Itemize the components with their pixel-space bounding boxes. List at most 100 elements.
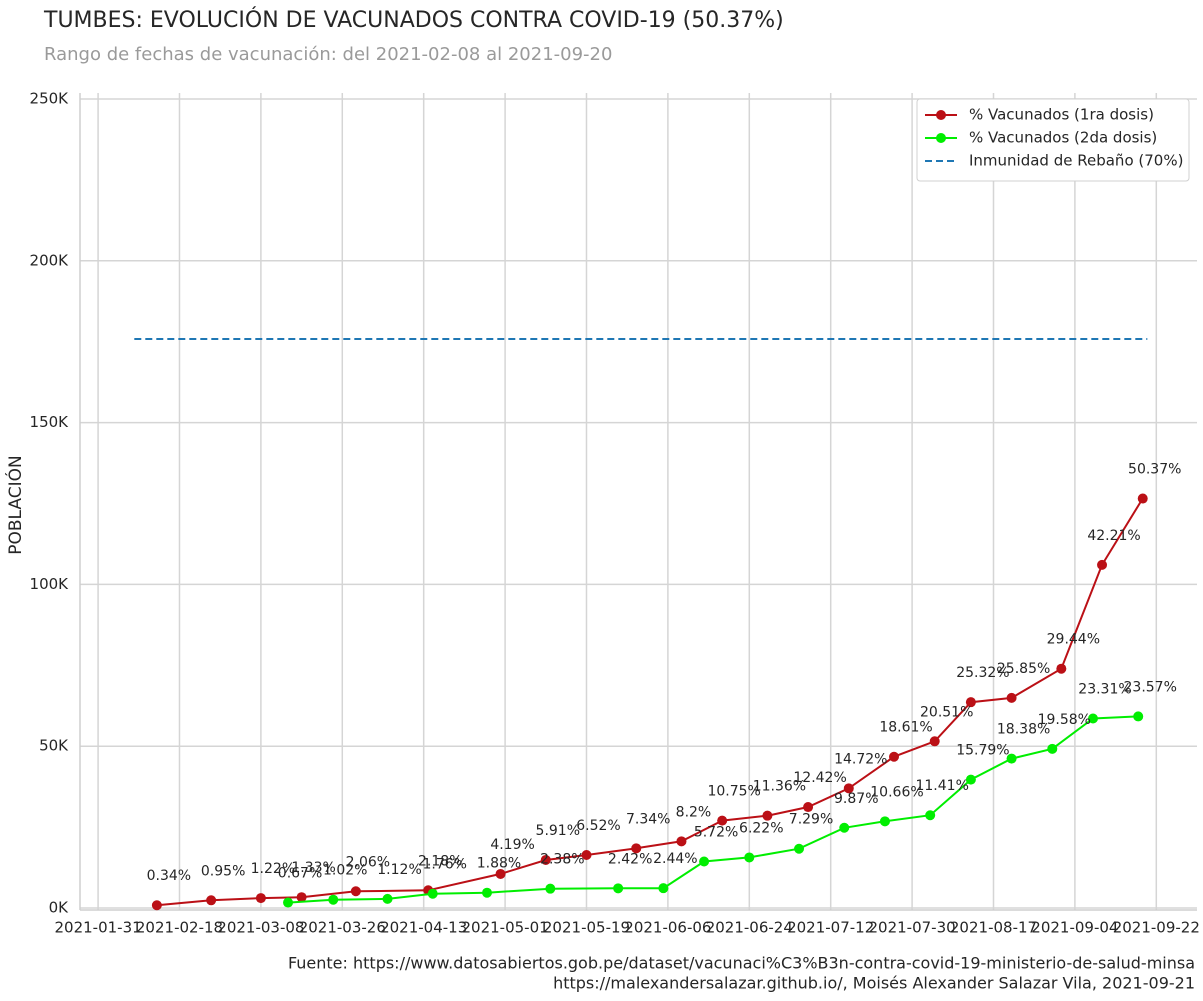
legend-box	[916, 98, 1190, 182]
data-label: 7.34%	[626, 811, 670, 827]
data-point	[1137, 493, 1148, 504]
data-label: 5.72%	[694, 825, 738, 841]
data-point	[803, 802, 814, 813]
data-point	[350, 886, 361, 897]
x-tick-label: 2021-03-08	[217, 919, 304, 937]
data-label: 1.02%	[323, 863, 367, 879]
data-point	[631, 843, 642, 854]
data-label: 1.88%	[477, 856, 521, 872]
data-label: 2.18%	[418, 853, 462, 869]
data-label: 18.61%	[879, 720, 932, 736]
legend-label: Inmunidad de Rebaño (70%)	[969, 152, 1183, 170]
data-label: 1.33%	[291, 860, 335, 876]
data-point	[699, 856, 710, 867]
y-tick-label: 50K	[39, 737, 69, 755]
data-label: 25.85%	[997, 661, 1050, 677]
data-point	[427, 888, 438, 899]
legend-label: % Vacunados (1ra dosis)	[969, 106, 1154, 124]
x-tick-label: 2021-07-12	[787, 919, 874, 937]
data-label: 19.58%	[1038, 712, 1091, 728]
data-label: 2.44%	[653, 851, 697, 867]
data-label: 23.57%	[1124, 679, 1177, 695]
data-label: 8.2%	[676, 804, 712, 820]
x-tick-label: 2021-03-26	[299, 919, 386, 937]
data-label: 18.38%	[997, 722, 1050, 738]
x-tick-label: 2021-09-04	[1031, 919, 1118, 937]
data-label: 9.87%	[834, 791, 878, 807]
chart-subtitle: Rango de fechas de vacunación: del 2021-…	[44, 44, 612, 65]
y-tick-label: 0K	[49, 899, 70, 917]
data-point	[495, 868, 506, 879]
legend-marker	[936, 110, 946, 120]
x-tick-label: 2021-01-31	[54, 919, 141, 937]
data-point	[839, 822, 850, 833]
y-tick-label: 250K	[30, 90, 70, 108]
y-axis-label: POBLACIÓN	[4, 455, 26, 554]
data-point	[613, 883, 624, 894]
data-point	[540, 854, 551, 865]
data-label: 2.38%	[540, 852, 584, 868]
series-line	[156, 497, 1144, 907]
data-point	[744, 852, 755, 863]
data-point	[1006, 753, 1017, 764]
data-label: 42.21%	[1087, 528, 1140, 544]
data-point	[296, 892, 307, 903]
data-point	[889, 751, 900, 762]
data-label: 25.32%	[956, 665, 1009, 681]
data-label: 2.42%	[608, 851, 652, 867]
data-point	[1047, 743, 1058, 754]
data-point	[545, 883, 556, 894]
data-point	[676, 836, 687, 847]
data-label: 7.29%	[789, 812, 833, 828]
y-tick-label: 100K	[30, 575, 70, 593]
data-label: 50.37%	[1128, 462, 1181, 478]
data-point	[762, 810, 773, 821]
data-point	[283, 897, 294, 908]
data-label: 10.75%	[707, 784, 760, 800]
x-tick-label: 2021-02-18	[136, 919, 223, 937]
data-point	[925, 810, 936, 821]
data-label: 5.91%	[536, 823, 580, 839]
x-tick-label: 2021-09-22	[1113, 919, 1200, 937]
data-label: 15.79%	[956, 743, 1009, 759]
data-label: 1.76%	[422, 857, 466, 873]
data-label: 20.51%	[920, 704, 973, 720]
data-point	[1006, 692, 1017, 703]
data-point	[1097, 559, 1108, 570]
data-label: 23.31%	[1078, 682, 1131, 698]
data-label: 29.44%	[1047, 632, 1100, 648]
x-tick-label: 2021-07-30	[869, 919, 956, 937]
data-point	[382, 893, 393, 904]
legend-label: % Vacunados (2da dosis)	[969, 129, 1157, 147]
footnote: Fuente: https://www.datosabiertos.gob.pe…	[288, 954, 1195, 973]
x-tick-label: 2021-05-01	[461, 919, 548, 937]
data-point	[843, 783, 854, 794]
data-label: 6.22%	[739, 820, 783, 836]
data-point	[1087, 713, 1098, 724]
data-point	[581, 850, 592, 861]
x-tick-label: 2021-08-17	[950, 919, 1037, 937]
data-point	[328, 894, 339, 905]
data-label: 0.95%	[201, 863, 245, 879]
data-point	[717, 815, 728, 826]
data-label: 11.41%	[915, 778, 968, 794]
data-label: 11.36%	[753, 779, 806, 795]
data-label: 12.42%	[793, 770, 846, 786]
data-point	[879, 816, 890, 827]
y-tick-label: 150K	[30, 413, 70, 431]
data-point	[255, 893, 266, 904]
legend-marker	[936, 133, 946, 143]
data-label: 2.06%	[346, 854, 390, 870]
data-point	[929, 736, 940, 747]
chart-title: TUMBES: EVOLUCIÓN DE VACUNADOS CONTRA CO…	[43, 7, 784, 33]
footnote: https://malexandersalazar.github.io/, Mo…	[553, 974, 1195, 993]
data-point	[482, 887, 493, 898]
data-label: 0.67%	[278, 866, 322, 882]
data-point	[151, 900, 162, 911]
data-point	[1056, 663, 1067, 674]
data-point	[206, 895, 217, 906]
data-label: 1.12%	[377, 862, 421, 878]
data-point	[1133, 711, 1144, 722]
